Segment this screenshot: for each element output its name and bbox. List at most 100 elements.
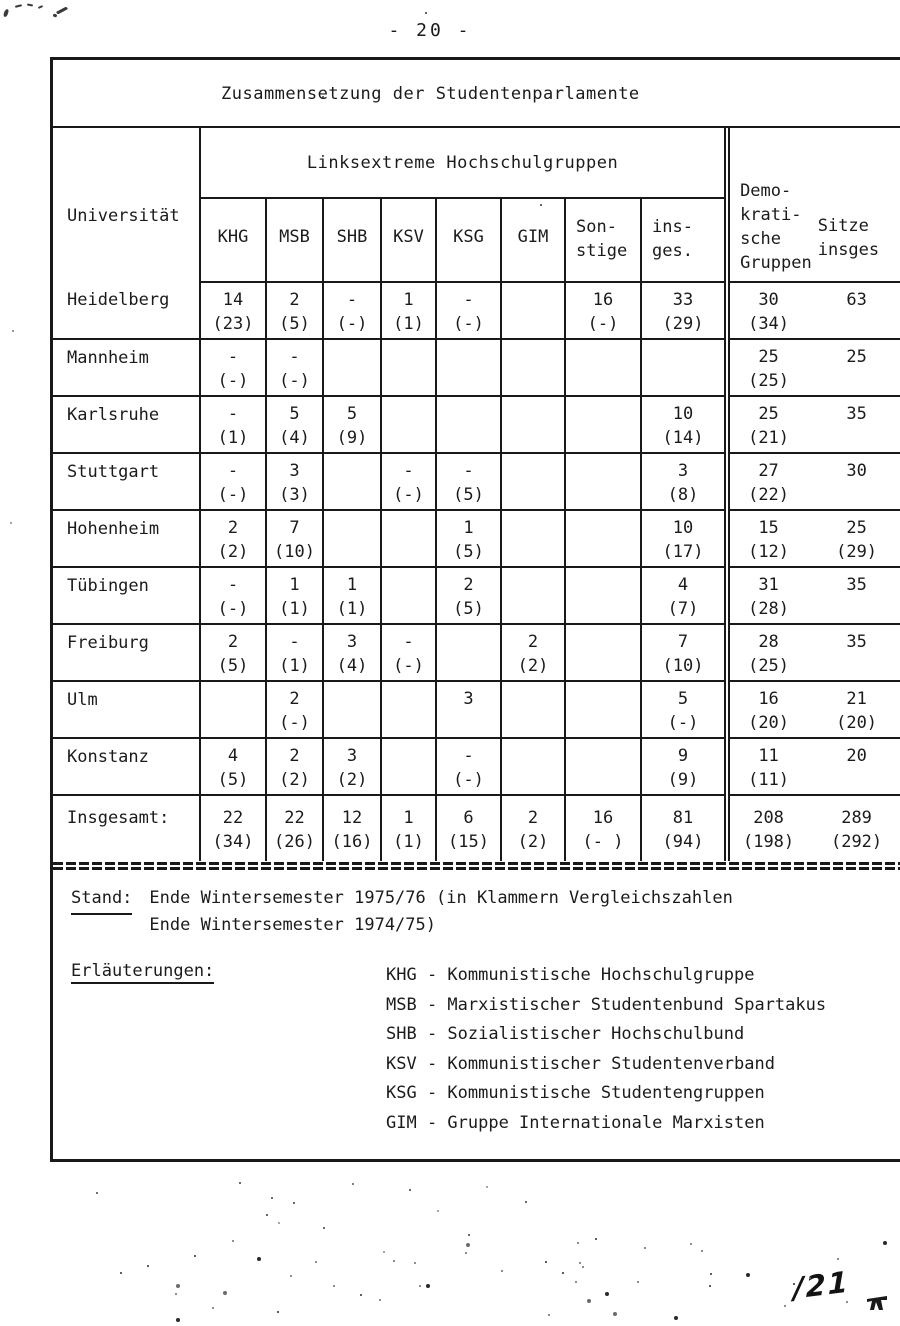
handwritten-page-ref: /21 (792, 1264, 851, 1306)
value-cell: 35 (807, 396, 900, 454)
value-cell: 12 (16) (323, 795, 382, 861)
university-name: Karlsruhe (53, 396, 201, 454)
value-cell: 16 (-) (565, 282, 642, 340)
university-name: Heidelberg (53, 282, 201, 340)
pen-scribble (55, 6, 69, 15)
value-cell: 9 (9) (641, 738, 731, 796)
table-row: Hohenheim 2 (2) 7 (10) 1 (5) 10 (17) 15 (12) 2… (53, 510, 900, 568)
value-cell: 3 (3) (266, 453, 324, 511)
value-cell (501, 567, 566, 625)
value-cell: 6 (15) (436, 795, 502, 861)
legend-entries: KHG - Kommunistische Hochschulgruppe MSB … (386, 961, 826, 1138)
legend-label: Erläuterungen: (71, 961, 215, 984)
value-cell: - (-) (381, 453, 437, 511)
legend-entry: KSG - Kommunistische Studentengruppen (386, 1083, 765, 1103)
value-cell: 2 (5) (266, 282, 324, 340)
legend-block: Erläuterungen: KHG - Kommunistische Hoch… (71, 961, 900, 1138)
legend-entry: GIM - Gruppe Internationale Marxisten (386, 1112, 765, 1133)
value-cell: - (-) (436, 282, 502, 340)
document-frame: Zusammensetzung der Studentenparlamente … (50, 57, 900, 1162)
value-cell (565, 396, 642, 454)
value-cell (381, 396, 437, 454)
col-header-ksv: KSV (381, 198, 437, 283)
legend-entry: KHG - Kommunistische Hochschulgruppe (386, 965, 755, 985)
value-cell (381, 510, 437, 568)
value-cell: 2 (-) (266, 681, 324, 739)
value-cell: 5 (-) (641, 681, 731, 739)
value-cell: 1 (1) (323, 567, 382, 625)
value-cell (565, 567, 642, 625)
value-cell: 31 (28) (727, 567, 808, 625)
table-row: Stuttgart - (-) 3 (3) - (-) - (5) 3 (8) 27 (22… (53, 453, 900, 511)
header-group-row: Universität Linksextreme Hochschulgruppe… (53, 128, 900, 283)
col-header-ksg: KSG (436, 198, 502, 283)
value-cell: 20 (807, 738, 900, 796)
university-name: Ulm (53, 681, 201, 739)
value-cell: 11 (11) (727, 738, 808, 796)
value-cell: - (-) (323, 282, 382, 340)
value-cell (641, 339, 731, 397)
value-cell: 10 (14) (641, 396, 731, 454)
value-cell: 2 (2) (266, 738, 324, 796)
value-cell (565, 453, 642, 511)
notes-block: Stand: Ende Wintersemester 1975/76 (in K… (71, 885, 900, 939)
value-cell (323, 339, 382, 397)
value-cell: 1 (1) (266, 567, 324, 625)
value-cell (381, 339, 437, 397)
value-cell: 33 (29) (641, 282, 731, 340)
value-cell (501, 396, 566, 454)
scan-noise-speckles (0, 0, 2, 2)
value-cell: 4 (7) (641, 567, 731, 625)
value-cell (565, 681, 642, 739)
col-header-sonstige: Son- stige (565, 198, 642, 283)
value-cell: 22 (26) (266, 795, 324, 861)
value-cell: 2 (2) (501, 795, 566, 861)
col-header-shb: SHB (323, 198, 382, 283)
value-cell (323, 510, 382, 568)
value-cell: - (-) (436, 738, 502, 796)
value-cell: - (1) (266, 624, 324, 682)
col-group-header-left-extreme: Linksextreme Hochschulgruppen (200, 128, 731, 199)
table-row: Tübingen - (-) 1 (1) 1 (1) 2 (5) 4 (7) 31 (28)… (53, 567, 900, 625)
value-cell: 15 (12) (727, 510, 808, 568)
value-cell: 30 (807, 453, 900, 511)
value-cell: - (-) (266, 339, 324, 397)
value-cell (565, 624, 642, 682)
value-cell: 2 (2) (501, 624, 566, 682)
university-name: Mannheim (53, 339, 201, 397)
value-cell: 5 (9) (323, 396, 382, 454)
value-cell (323, 453, 382, 511)
value-cell: - (-) (200, 567, 267, 625)
pen-scribble (26, 3, 34, 7)
stamp-mark (866, 1296, 888, 1315)
university-name: Insgesamt: (53, 795, 201, 861)
table-row: Freiburg 2 (5) - (1) 3 (4) - (-) 2 (2) 7 (10) 2… (53, 624, 900, 682)
value-cell: 1 (1) (381, 282, 437, 340)
value-cell: 2 (5) (200, 624, 267, 682)
value-cell: 35 (807, 567, 900, 625)
university-name: Tübingen (53, 567, 201, 625)
value-cell: 2 (5) (436, 567, 502, 625)
value-cell (436, 624, 502, 682)
legend-label-wrap: Erläuterungen: (71, 961, 386, 1138)
value-cell: 1 (5) (436, 510, 502, 568)
pen-scribble (2, 8, 10, 18)
value-cell: 21 (20) (807, 681, 900, 739)
value-cell (501, 453, 566, 511)
value-cell: 28 (25) (727, 624, 808, 682)
table-row: Karlsruhe - (1) 5 (4) 5 (9) 10 (14) 25 (21) 35 (53, 396, 900, 454)
value-cell: 63 (807, 282, 900, 340)
page-number: - 20 - (388, 20, 472, 41)
legend-entry: KSV - Kommunistischer Studentenverband (386, 1053, 775, 1074)
pen-scribble (14, 4, 23, 8)
university-name: Hohenheim (53, 510, 201, 568)
value-cell (565, 339, 642, 397)
table-row: Mannheim - (-) - (-) 25 (25) 25 (53, 339, 900, 397)
value-cell: 5 (4) (266, 396, 324, 454)
value-cell (565, 738, 642, 796)
value-cell (381, 738, 437, 796)
value-cell: 22 (34) (200, 795, 267, 861)
value-cell: 25 (21) (727, 396, 808, 454)
legend-entry: MSB - Marxistischer Studentenbund Sparta… (386, 994, 827, 1015)
